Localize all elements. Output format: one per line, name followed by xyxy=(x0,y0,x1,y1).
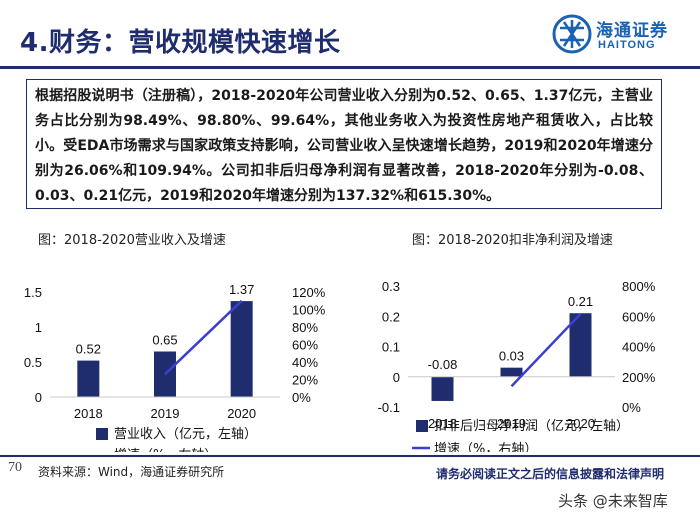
growth-line xyxy=(164,299,243,376)
y2-tick-label: 0% xyxy=(622,400,641,415)
y2-tick-label: 0% xyxy=(292,390,311,405)
disclaimer: 请务必阅读正文之后的信息披露和法律声明 xyxy=(436,467,665,481)
y2-tick-label: 200% xyxy=(622,370,656,385)
y-tick-label: -0.1 xyxy=(378,400,400,415)
y2-tick-label: 100% xyxy=(292,303,326,318)
bar-2020 xyxy=(569,313,592,377)
legend-bar-label: 扣非后归母净利润（亿元，左轴） xyxy=(434,419,629,434)
legend-line-label: 增速（%，右轴） xyxy=(114,448,217,452)
revenue-chart: 图：2018-2020营业收入及增速 0 0.5 1 1.5 0% 20% 40% 60% 80%… xyxy=(24,233,326,452)
y2-tick-label: 20% xyxy=(292,373,318,388)
y2-tick-label: 60% xyxy=(292,338,318,353)
legend-bar-swatch xyxy=(416,420,428,432)
watermark: 头条 @未来智库 xyxy=(558,492,668,510)
legend-bar-swatch xyxy=(96,428,108,440)
page-number: 70 xyxy=(8,460,22,475)
x-tick-label: 2019 xyxy=(151,406,180,421)
source-note: 资料来源：Wind，海通证券研究所 xyxy=(38,465,225,479)
y-tick-label: 0.1 xyxy=(382,340,400,355)
bar-2018 xyxy=(77,360,100,397)
bar-data-label: 0.65 xyxy=(152,333,177,348)
bar-data-label: 0.03 xyxy=(499,349,524,364)
y2-tick-label: 80% xyxy=(292,320,318,335)
legend-line-label: 增速（%，右轴） xyxy=(434,442,537,452)
bar-2020 xyxy=(230,301,253,397)
logo-english-text: HAITONG xyxy=(598,39,656,51)
page-title: 4.财务：营收规模快速增长 xyxy=(20,28,341,58)
bar-data-label: -0.08 xyxy=(428,357,458,372)
logo-chinese-text: 海通证券 xyxy=(596,21,668,41)
y-tick-label: 0.5 xyxy=(24,355,42,370)
y-tick-label: 0 xyxy=(35,390,42,405)
chart-caption: 图：2018-2020扣非净利润及增速 xyxy=(412,233,613,248)
footer-divider xyxy=(0,455,700,457)
x-tick-label: 2019 xyxy=(497,416,526,431)
y-tick-label: 1 xyxy=(35,320,42,335)
x-tick-label: 2020 xyxy=(566,416,595,431)
net-profit-chart: 图：2018-2020扣非净利润及增速 -0.1 0 0.1 0.2 0.3 0% 200% 4… xyxy=(378,233,656,452)
bar-data-label: 0.52 xyxy=(76,342,101,357)
bar-data-label: 1.37 xyxy=(229,282,254,297)
y2-tick-label: 400% xyxy=(622,340,656,355)
y2-tick-label: 40% xyxy=(292,355,318,370)
summary-textbox: 根据招股说明书（注册稿），2018-2020年公司营业收入分别为0.52、0.6… xyxy=(26,79,662,209)
company-logo: 海通证券 HAITONG xyxy=(552,14,692,56)
growth-line xyxy=(510,313,582,388)
x-tick-label: 2018 xyxy=(428,416,457,431)
y-tick-label: 0.3 xyxy=(382,279,400,294)
legend-bar-label: 营业收入（亿元，左轴） xyxy=(114,427,257,442)
y2-tick-label: 120% xyxy=(292,285,326,300)
y-tick-label: 0 xyxy=(393,370,400,385)
chart-caption: 图：2018-2020营业收入及增速 xyxy=(38,233,226,248)
y-tick-label: 1.5 xyxy=(24,285,42,300)
bar-data-label: 0.21 xyxy=(568,294,593,309)
bar-2019 xyxy=(154,351,176,397)
y2-tick-label: 600% xyxy=(622,309,656,324)
x-tick-label: 2018 xyxy=(74,406,103,421)
title-divider xyxy=(0,66,700,69)
y-tick-label: 0.2 xyxy=(382,309,400,324)
bar-2019 xyxy=(500,367,523,377)
x-tick-label: 2020 xyxy=(227,406,256,421)
bar-2018 xyxy=(431,376,454,401)
y2-tick-label: 800% xyxy=(622,279,656,294)
logo-mark-icon xyxy=(552,14,592,54)
